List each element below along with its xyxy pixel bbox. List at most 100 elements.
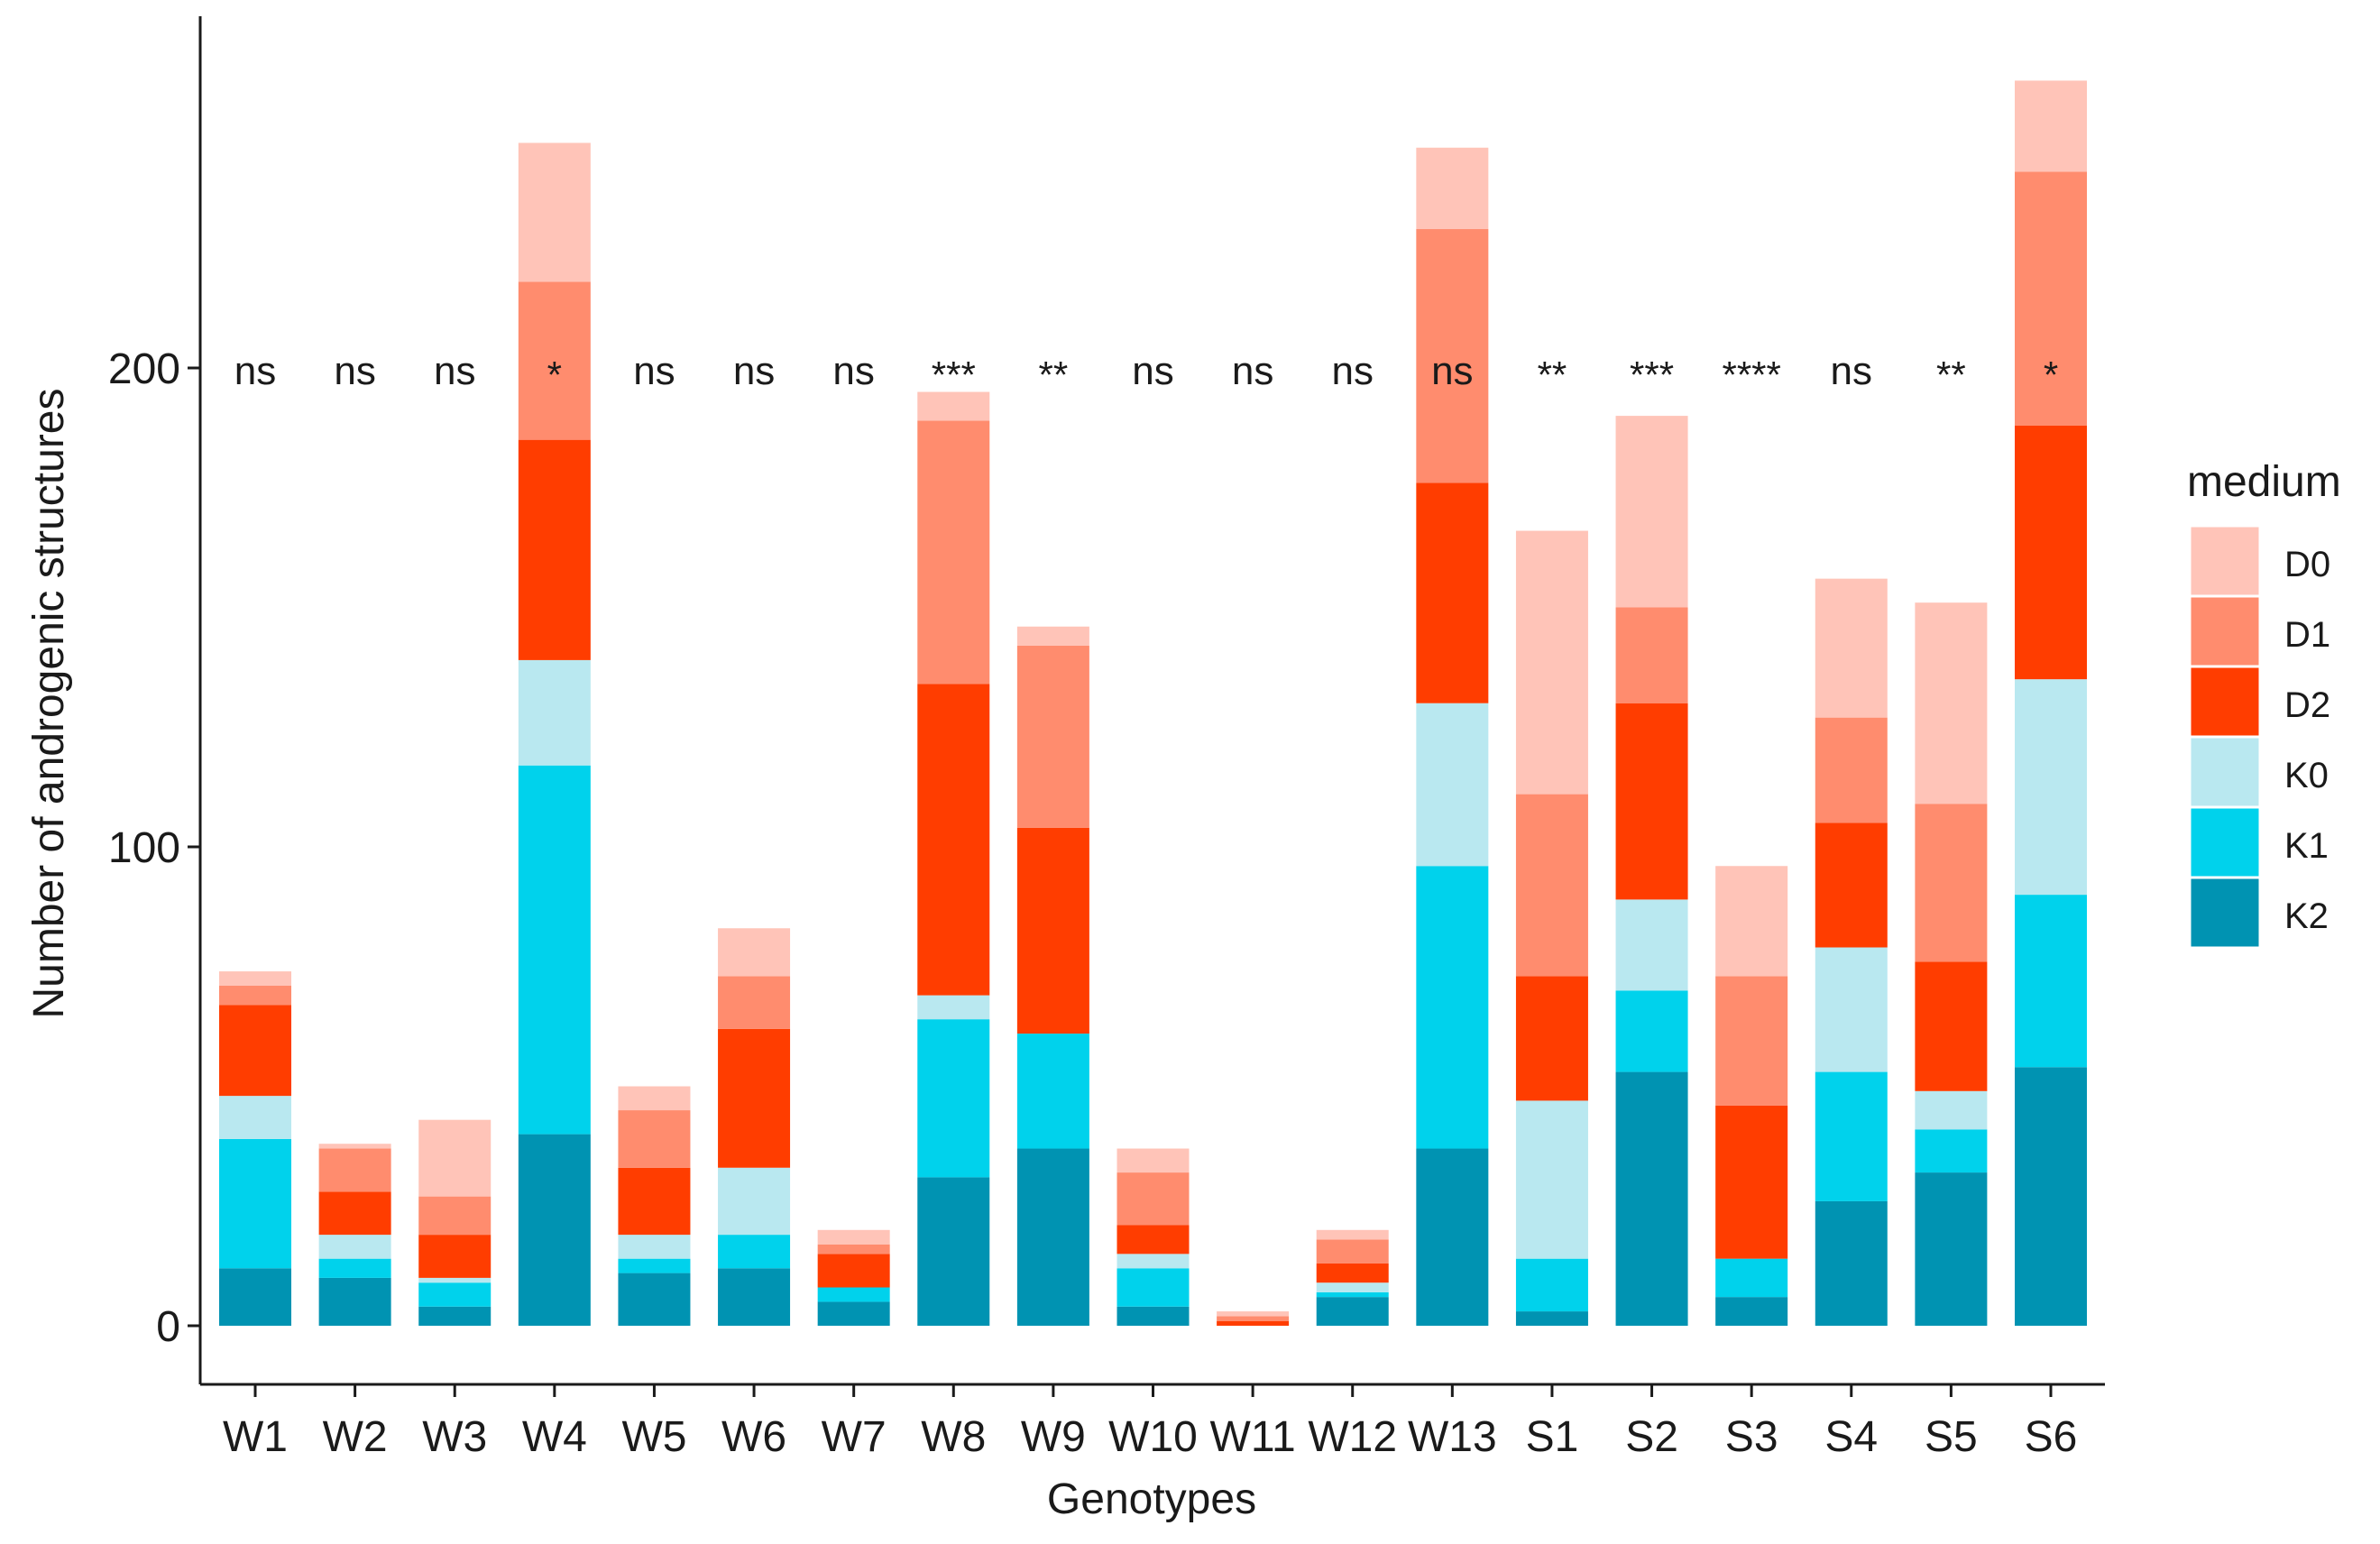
y-axis-title: Number of androgenic structures (25, 389, 73, 1019)
bar-w13-k1 (1416, 866, 1489, 1149)
bar-w10-d2 (1116, 1225, 1190, 1254)
bar-w1-d1 (219, 985, 291, 1006)
x-tick-label-s5: S5 (1925, 1413, 1978, 1461)
bar-s5-k0 (1915, 1090, 1988, 1130)
bar-s2-d0 (1615, 416, 1688, 608)
x-tick-label-w9: W9 (1021, 1413, 1086, 1461)
bar-w10-d0 (1116, 1148, 1190, 1173)
bar-w7-d2 (817, 1254, 890, 1288)
significance-label-s4: ns (1831, 349, 1872, 393)
legend-label-d2: D2 (2284, 685, 2330, 725)
bar-w6-d2 (718, 1028, 791, 1168)
y-tick-label-200: 200 (108, 345, 180, 393)
bar-w3-d1 (418, 1196, 492, 1236)
bar-s2-k2 (1615, 1071, 1688, 1326)
bar-w6-d1 (718, 976, 791, 1029)
x-tick-label-w10: W10 (1108, 1413, 1198, 1461)
legend-swatch-k2 (2188, 876, 2262, 950)
bar-s4-k0 (1815, 947, 1888, 1072)
bar-w8-k1 (917, 1019, 990, 1178)
legend-swatch-d1 (2188, 594, 2262, 668)
bar-w9-k2 (1016, 1148, 1089, 1326)
bar-w8-k2 (917, 1177, 990, 1326)
x-tick-label-w6: W6 (721, 1413, 786, 1461)
bar-s4-k1 (1815, 1071, 1888, 1201)
bar-s3-d2 (1715, 1105, 1788, 1259)
bar-w12-d0 (1316, 1229, 1389, 1240)
bar-s4-k2 (1815, 1200, 1888, 1326)
bar-w2-k2 (318, 1277, 391, 1326)
significance-label-s1: ** (1538, 354, 1567, 396)
bar-s5-k1 (1915, 1129, 1988, 1173)
legend-label-k1: K1 (2284, 826, 2329, 866)
significance-label-w13: ns (1431, 349, 1473, 393)
x-tick-label-s6: S6 (2025, 1413, 2078, 1461)
bar-s4-d2 (1815, 823, 1888, 948)
bar-w8-d0 (917, 391, 990, 421)
legend-swatch-d2 (2188, 665, 2262, 739)
bar-w8-k0 (917, 995, 990, 1020)
legend-label-d1: D1 (2284, 615, 2330, 655)
bar-w11-d0 (1217, 1311, 1290, 1317)
x-tick-label-w7: W7 (822, 1413, 887, 1461)
bar-w10-k1 (1116, 1268, 1190, 1307)
bar-w8-d1 (917, 420, 990, 685)
bar-w9-d1 (1016, 645, 1089, 828)
bar-w12-d1 (1316, 1239, 1389, 1264)
legend-swatch-k1 (2188, 805, 2262, 879)
bar-w2-d2 (318, 1191, 391, 1236)
bar-s5-d0 (1915, 602, 1988, 804)
axes: W1 W2 W3 W4 W5 W6 W7 W8 W9 W10 W11 W12 W13 S1 S2 S3 S4 S5… (108, 16, 2105, 1461)
bar-w11-d2 (1217, 1320, 1290, 1326)
bar-w5-d2 (618, 1167, 691, 1236)
x-tick-label-s2: S2 (1625, 1413, 1678, 1461)
bar-w7-d0 (817, 1229, 890, 1245)
bar-w10-k2 (1116, 1306, 1190, 1326)
bar-s1-d2 (1515, 976, 1588, 1101)
bar-w3-d0 (418, 1119, 492, 1197)
bar-s2-k1 (1615, 990, 1688, 1072)
bar-s2-d1 (1615, 607, 1688, 703)
x-tick-label-s4: S4 (1824, 1413, 1878, 1461)
bar-w9-d0 (1016, 626, 1089, 646)
bar-w9-k1 (1016, 1034, 1089, 1149)
x-tick-label-w4: W4 (522, 1413, 587, 1461)
bar-w5-k2 (618, 1273, 691, 1326)
significance-label-w8: *** (932, 354, 976, 396)
bar-w12-k0 (1316, 1282, 1389, 1292)
bar-w3-k0 (418, 1277, 492, 1283)
bar-w5-k1 (618, 1258, 691, 1273)
bar-s3-k1 (1715, 1258, 1788, 1298)
bar-w4-k0 (518, 659, 591, 766)
x-tick-label-w11: W11 (1210, 1413, 1296, 1461)
bar-w4-k2 (518, 1134, 591, 1326)
legend-label-k2: K2 (2284, 896, 2329, 936)
bar-w8-d2 (917, 684, 990, 996)
bar-w2-d0 (318, 1144, 391, 1149)
bar-s2-k0 (1615, 899, 1688, 991)
bar-w7-k1 (817, 1287, 890, 1302)
significance-label-w12: ns (1331, 349, 1373, 393)
bar-w6-k0 (718, 1167, 791, 1236)
x-tick-label-w8: W8 (921, 1413, 986, 1461)
bar-w1-k2 (219, 1268, 291, 1326)
bar-s4-d1 (1815, 717, 1888, 823)
legend-swatch-k0 (2188, 735, 2262, 809)
bar-w4-k1 (518, 765, 591, 1135)
x-tick-label-w3: W3 (422, 1413, 487, 1461)
bar-w13-k0 (1416, 703, 1489, 867)
bar-w13-d0 (1416, 147, 1489, 230)
significance-label-w6: ns (733, 349, 775, 393)
bar-s1-k2 (1515, 1311, 1588, 1326)
bars-layer (219, 80, 2087, 1326)
bar-w13-d2 (1416, 482, 1489, 703)
significance-label-w9: ** (1039, 354, 1069, 396)
y-tick-label-0: 0 (156, 1303, 180, 1351)
significance-label-s2: *** (1630, 354, 1674, 396)
bar-w3-d2 (418, 1235, 492, 1278)
significance-label-s3: **** (1722, 354, 1780, 396)
bar-s6-d1 (2015, 171, 2087, 426)
bar-s6-d0 (2015, 80, 2087, 172)
x-tick-label-w1: W1 (223, 1413, 288, 1461)
bar-w1-k0 (219, 1096, 291, 1139)
